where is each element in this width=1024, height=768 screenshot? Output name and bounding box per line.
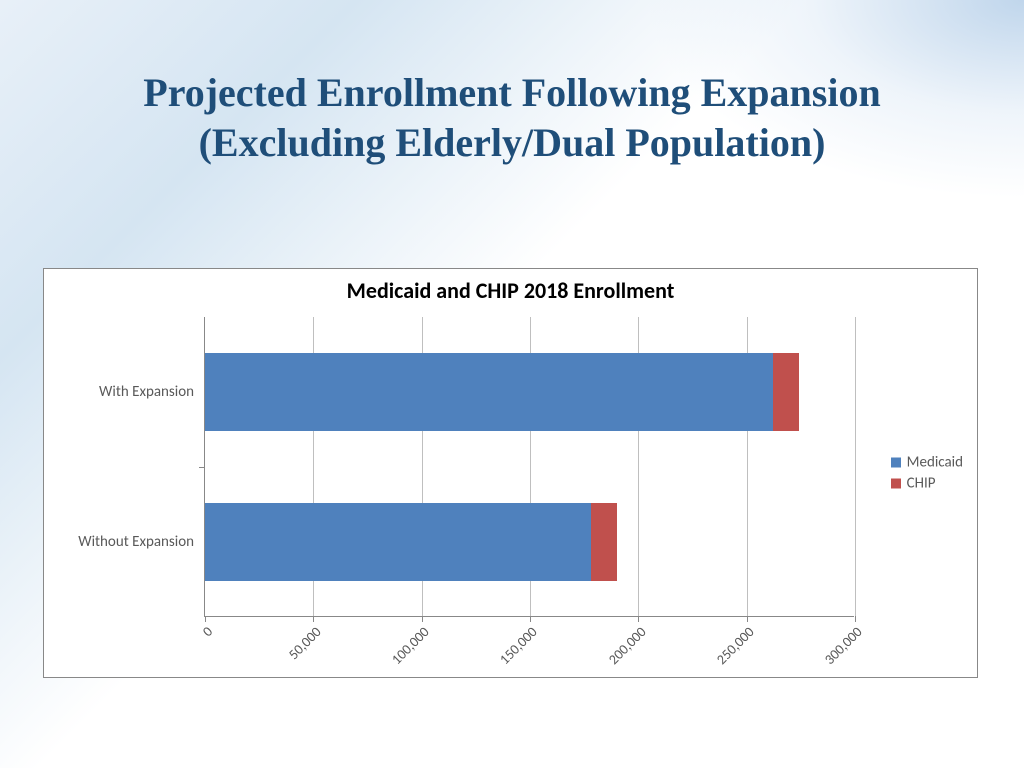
plot-frame [204,317,854,617]
x-tick-label: 200,000 [605,623,650,668]
legend-item: Medicaid [891,454,963,472]
x-tick-label: 250,000 [713,623,758,668]
x-tick [205,616,206,622]
x-tick-label: 150,000 [496,623,541,668]
legend-swatch [891,458,901,468]
chart-container: Medicaid and CHIP 2018 Enrollment 050,00… [43,268,978,678]
bar-segment [591,503,617,581]
bar-segment [205,353,773,431]
x-tick [747,616,748,622]
x-tick [313,616,314,622]
slide: Projected Enrollment Following Expansion… [0,0,1024,768]
title-line-2: (Excluding Elderly/Dual Population) [199,120,826,165]
legend-item: CHIP [891,475,963,493]
page-title: Projected Enrollment Following Expansion… [0,68,1024,168]
x-tick [855,616,856,622]
x-tick-label: 300,000 [821,623,866,668]
plot-area: 050,000100,000150,000200,000250,000300,0… [204,317,854,617]
y-category-label: With Expansion [44,383,194,401]
x-tick-label: 100,000 [388,623,433,668]
gridline [855,317,856,616]
legend-swatch [891,479,901,489]
chart-title: Medicaid and CHIP 2018 Enrollment [44,277,977,304]
legend-label: Medicaid [907,454,963,472]
x-tick-label: 0 [199,623,216,640]
x-tick [638,616,639,622]
legend: Medicaid CHIP [891,451,963,496]
x-tick [422,616,423,622]
title-line-1: Projected Enrollment Following Expansion [143,70,880,115]
x-tick [530,616,531,622]
bar-segment [205,503,591,581]
legend-label: CHIP [907,475,936,493]
x-tick-label: 50,000 [285,623,325,663]
bar-segment [773,353,799,431]
y-category-label: Without Expansion [44,533,194,551]
y-tick [199,467,205,468]
